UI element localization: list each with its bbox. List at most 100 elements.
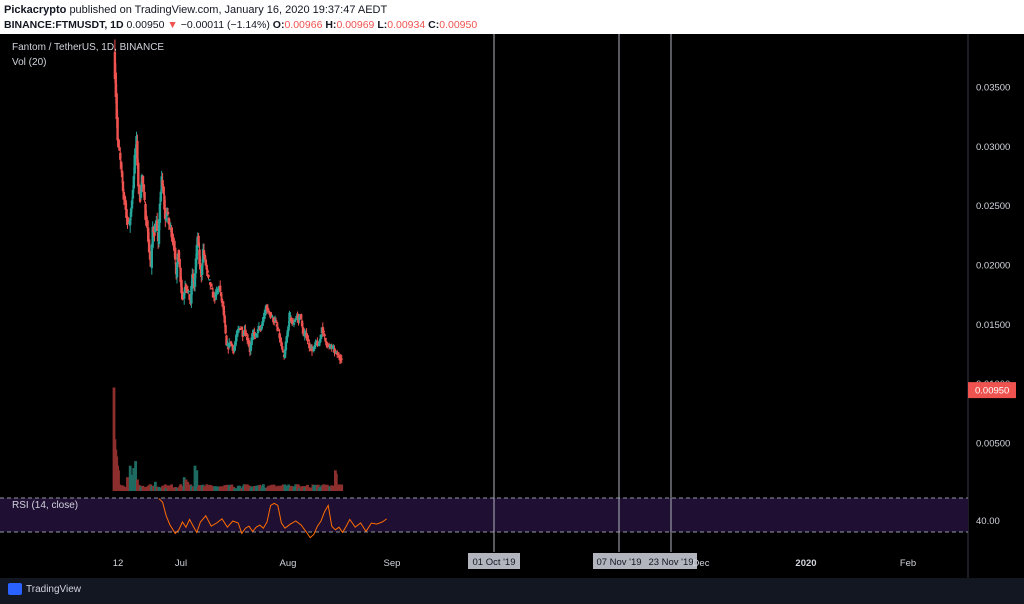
candle-body [247,340,251,347]
candle-body [286,330,289,337]
candle-body [134,149,137,159]
publisher-name[interactable]: Pickacrypto [4,4,67,16]
candle-body [133,154,136,174]
candle-body [296,316,299,318]
marker-date-label: 23 Nov '19 [648,557,693,568]
candle-body [220,298,224,303]
candle-body [142,184,145,189]
volume-bar [134,461,137,491]
candle-body [275,324,279,327]
high-label: H: [325,19,337,31]
price-chart[interactable]: 0.035000.030000.025000.020000.015000.010… [0,34,1024,578]
candle-body [260,326,263,330]
volume-bar [334,473,338,491]
volume-bar [182,477,186,491]
candle-body [228,342,232,345]
tradingview-logo[interactable]: TradingView [8,583,81,595]
volume-bar [297,484,300,491]
candle-body [137,162,140,187]
candle-body [161,180,164,187]
candle-body [261,321,264,327]
candle-body [116,117,119,141]
candle-body [336,353,339,355]
candle-body [294,318,297,320]
volume-bar [121,485,125,491]
candle-body [314,341,317,347]
candle-body [321,327,324,334]
time-tick-label: Jul [175,558,187,569]
low-label: L: [377,19,388,31]
candle-body [271,316,274,318]
close-value: 0.00950 [439,19,478,31]
candle-body [144,203,147,220]
time-tick-label: Feb [900,558,916,569]
candle-body [172,239,175,246]
volume-bar [258,484,262,491]
candle-body [171,233,174,242]
candle-body [138,184,141,188]
candle-body [217,287,220,291]
candle-body [284,341,288,351]
candle-body [289,315,292,317]
volume-bar [137,484,141,491]
candle-body [151,226,154,248]
candle-body [226,344,229,347]
candle-body [115,93,118,120]
candle-body [270,314,273,318]
candle-body [122,191,126,198]
candle-body [266,308,270,310]
low-value: 0.00934 [387,19,426,31]
candle-body [277,330,280,332]
candle-body [187,290,190,292]
volume-bar [170,484,173,491]
candle-body [224,324,227,334]
candle-body [156,220,159,231]
candle-body [129,218,132,226]
rsi-pane [0,498,968,532]
candle-body [304,330,307,335]
candle-body [124,200,127,210]
candle-body [114,72,117,97]
volume-bar [130,474,134,491]
rsi-level-label: 40.00 [976,516,1000,527]
candle-body [186,289,189,291]
candle-body [203,254,207,257]
candle-body [146,221,149,226]
candle-body [119,152,122,160]
candle-body [273,320,276,323]
price-tick-label: 0.02500 [976,201,1010,212]
candle-body [267,310,270,313]
candle-body [180,279,183,294]
candle-body [250,337,253,346]
candle-body [175,262,179,278]
volume-bar [270,484,273,491]
candle-body [234,340,237,347]
candle-body [152,227,155,233]
volume-bar [281,484,285,491]
volume-bar [132,468,136,491]
candle-body [246,338,250,342]
candle-body [300,320,304,327]
candle-body [210,284,213,286]
candle-body [319,334,323,340]
candle-body [158,203,162,223]
volume-bar [322,484,326,491]
volume-bar [279,485,282,491]
candle-body [335,351,338,353]
candle-body [136,140,139,166]
candle-body [162,187,165,194]
publish-line: Pickacrypto published on TradingView.com… [4,4,387,16]
candle-body [306,336,309,341]
price-tick-label: 0.03000 [976,142,1010,153]
candle-body [221,302,225,305]
candle-body [123,196,126,202]
candle-body [166,212,170,215]
candle-body [167,218,171,225]
candle-body [113,51,117,80]
candle-body [274,321,278,323]
candle-body [216,289,219,293]
candle-body [118,146,121,151]
candle-body [283,349,287,359]
candle-body [177,250,180,262]
volume-bar [193,465,197,491]
